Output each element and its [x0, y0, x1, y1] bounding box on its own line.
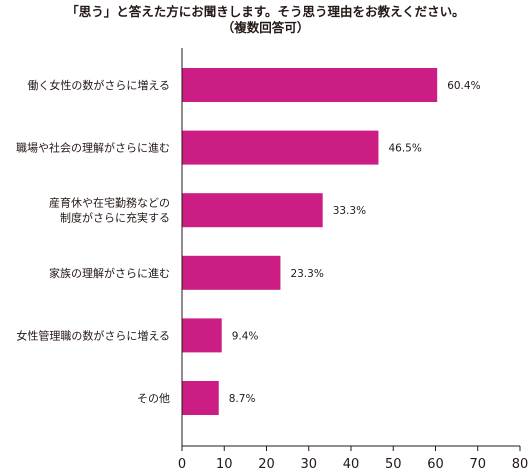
value-label: 23.3% [290, 268, 323, 280]
x-tick-label: 60 [427, 457, 444, 472]
chart-title: 「思う」と答えた方にお聞きします。そう思う理由をお教えください。 [66, 4, 465, 19]
bar [182, 255, 281, 290]
value-label: 33.3% [333, 205, 366, 217]
category-label: 産育休や在宅勤務などの [49, 196, 170, 210]
x-tick-label: 20 [258, 457, 275, 472]
bar [182, 318, 222, 353]
chart-subtitle: （複数回答可） [221, 20, 310, 35]
x-tick-label: 40 [343, 457, 360, 472]
x-tick-label: 70 [469, 457, 486, 472]
category-label: 働く女性の数がさらに増える [27, 78, 170, 92]
value-label: 46.5% [388, 143, 421, 155]
category-label: その他 [137, 392, 170, 405]
x-tick-label: 80 [512, 457, 529, 472]
value-label: 60.4% [447, 80, 480, 92]
x-tick-label: 50 [385, 457, 402, 472]
category-label: 家族の理解がさらに進む [49, 266, 170, 280]
bar [182, 381, 219, 415]
category-label: 女性管理職の数がさらに増える [16, 328, 170, 342]
category-label: 職場や社会の理解がさらに進む [16, 141, 170, 155]
value-label: 8.7% [229, 393, 256, 405]
bar [182, 193, 323, 228]
category-label: 制度がさらに充実する [60, 211, 170, 225]
bar [182, 68, 438, 102]
value-label: 9.4% [232, 330, 259, 342]
x-tick-label: 30 [300, 457, 317, 472]
bar [182, 130, 379, 165]
x-tick-label: 10 [216, 457, 233, 472]
x-tick-label: 0 [178, 457, 186, 472]
